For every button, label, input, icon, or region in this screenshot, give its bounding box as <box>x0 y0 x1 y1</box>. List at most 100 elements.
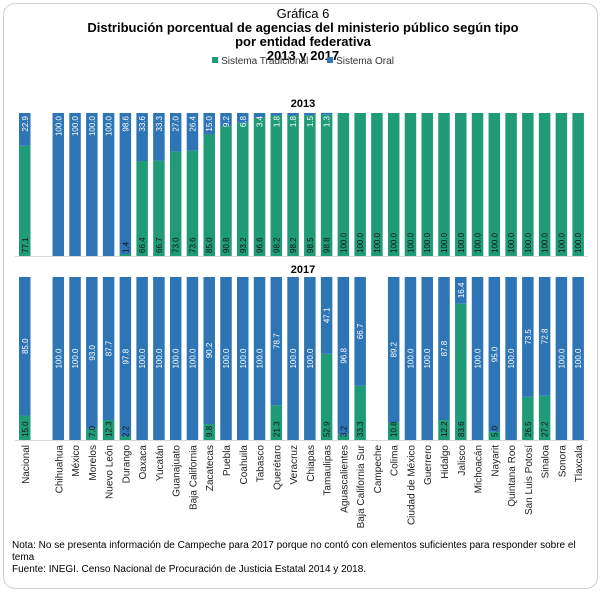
data-label-oral: 100.0 <box>474 348 483 369</box>
bar-tradicional-2017 <box>86 428 98 440</box>
data-label-oral: 100.0 <box>54 115 63 136</box>
data-label-tradicional: 100.0 <box>339 232 348 253</box>
category-label: Hidalgo <box>440 445 451 479</box>
bar-oral-2017 <box>169 277 182 440</box>
bar-oral-2017 <box>86 277 98 429</box>
data-label-tradicional: 100.0 <box>390 232 399 253</box>
category-label: Puebla <box>222 445 233 477</box>
category-label: Tlaxcala <box>574 445 585 483</box>
chart-kicker: Gráfica 6 <box>276 6 330 21</box>
category-label: Sinaloa <box>541 445 552 479</box>
bar-oral-2013 <box>320 112 333 115</box>
category-label: Chiapas <box>306 445 317 482</box>
data-label-oral: 1.8 <box>272 115 281 127</box>
bar-oral-2017 <box>522 277 534 397</box>
category-label: Yucatán <box>155 445 166 481</box>
bar-tradicional-2013 <box>505 113 517 256</box>
bar-oral-2013 <box>270 113 283 116</box>
bar-tradicional-2013 <box>455 113 467 256</box>
data-label-tradicional: 98.2 <box>289 237 298 253</box>
data-label-oral: 1.8 <box>289 115 298 127</box>
data-label-oral: 97.8 <box>121 348 130 364</box>
legend-label-oral: Sistema Oral <box>336 56 394 67</box>
data-label-tradicional: 100.0 <box>541 232 550 253</box>
bar-oral-2017 <box>253 277 266 440</box>
bar-oral-2017 <box>354 277 366 386</box>
bar-oral-2017 <box>102 277 115 420</box>
chart-legend: Sistema Tradicional Sistema Oral <box>0 56 606 67</box>
data-label-tradicional: 7.0 <box>88 425 97 437</box>
data-label-tradicional: 100.0 <box>373 232 382 253</box>
bar-oral-2017 <box>153 277 165 440</box>
bar-tradicional-2013 <box>538 113 551 256</box>
data-label-oral: 100.0 <box>239 348 248 369</box>
chart-notes: Nota: No se presenta información de Camp… <box>12 540 592 576</box>
bar-oral-2017 <box>438 277 450 421</box>
bar-oral-2017 <box>19 277 31 416</box>
bar-oral-2017 <box>505 277 517 440</box>
data-label-oral: 73.5 <box>524 329 533 345</box>
data-label-oral: 93.0 <box>88 344 97 360</box>
bar-oral-2013 <box>119 113 132 254</box>
bar-oral-2017 <box>237 277 249 440</box>
data-label-oral: 87.7 <box>105 340 114 356</box>
bar-oral-2017 <box>572 277 584 440</box>
data-label-tradicional: 100.0 <box>356 232 365 253</box>
data-label-oral: 15.0 <box>205 115 214 131</box>
bar-oral-2017 <box>119 277 132 437</box>
data-label-tradicional: 33.3 <box>356 421 365 437</box>
bar-tradicional-2017 <box>320 353 333 440</box>
data-label-tradicional: 90.8 <box>222 237 231 253</box>
category-label: Nuevo León <box>105 445 116 499</box>
data-label-tradicional: 66.4 <box>138 237 147 253</box>
data-label-tradicional: 9.8 <box>205 425 214 437</box>
category-label: Baja California Sur <box>356 444 367 528</box>
bar-tradicional-2017 <box>522 396 534 440</box>
bar-oral-2017 <box>304 277 316 440</box>
category-label: Durango <box>121 445 132 484</box>
data-label-oral: 26.4 <box>188 115 197 131</box>
data-label-oral: 100.0 <box>172 348 181 369</box>
bar-tradicional-2013 <box>287 115 299 256</box>
data-label-oral: 100.0 <box>289 348 298 369</box>
data-label-oral: 100.0 <box>256 348 265 369</box>
category-label: Colima <box>390 445 401 477</box>
bar-oral-2013 <box>304 113 316 116</box>
data-label-oral: 1.5 <box>306 115 315 127</box>
data-label-oral: 100.0 <box>71 348 80 369</box>
category-label: Oaxaca <box>138 445 149 480</box>
category-label: Sonora <box>557 445 568 478</box>
bar-oral-2013 <box>19 113 31 146</box>
bar-tradicional-2017 <box>538 395 551 440</box>
data-label-oral: 33.6 <box>138 115 147 131</box>
panel-title-2013: 2013 <box>291 98 315 110</box>
category-label: San Luis Potosí <box>524 445 535 515</box>
data-label-oral: 78.7 <box>272 333 281 349</box>
category-label: Tamaulipas <box>323 445 334 496</box>
bar-oral-2017 <box>337 277 350 435</box>
category-label: Querétaro <box>272 445 283 490</box>
data-label-tradicional: 98.2 <box>272 237 281 253</box>
bar-oral-2017 <box>320 277 333 354</box>
data-label-oral: 100.0 <box>557 348 566 369</box>
category-label: Tabasco <box>256 445 267 483</box>
bar-tradicional-2013 <box>354 113 366 256</box>
bar-tradicional-2013 <box>320 114 333 256</box>
bar-tradicional-2013 <box>404 113 417 256</box>
data-label-oral: 3.4 <box>256 115 265 127</box>
bar-tradicional-2013 <box>572 113 584 256</box>
category-label: México <box>71 445 82 477</box>
data-label-tradicional: 10.8 <box>390 421 399 437</box>
bar-oral-2013 <box>169 113 182 152</box>
bar-tradicional-2013 <box>136 161 148 256</box>
data-label-tradicional: 100.0 <box>457 232 466 253</box>
bar-tradicional-2013 <box>119 253 132 256</box>
data-label-tradicional: 96.6 <box>256 237 265 253</box>
category-label: Zacatecas <box>205 445 216 491</box>
data-label-tradicional: 52.9 <box>323 421 332 437</box>
data-label-tradicional: 100.0 <box>423 232 432 253</box>
chart-title-line2: por entidad federativa <box>235 34 371 49</box>
data-label-tradicional: 98.5 <box>306 237 315 253</box>
data-label-oral: 22.9 <box>21 115 30 131</box>
